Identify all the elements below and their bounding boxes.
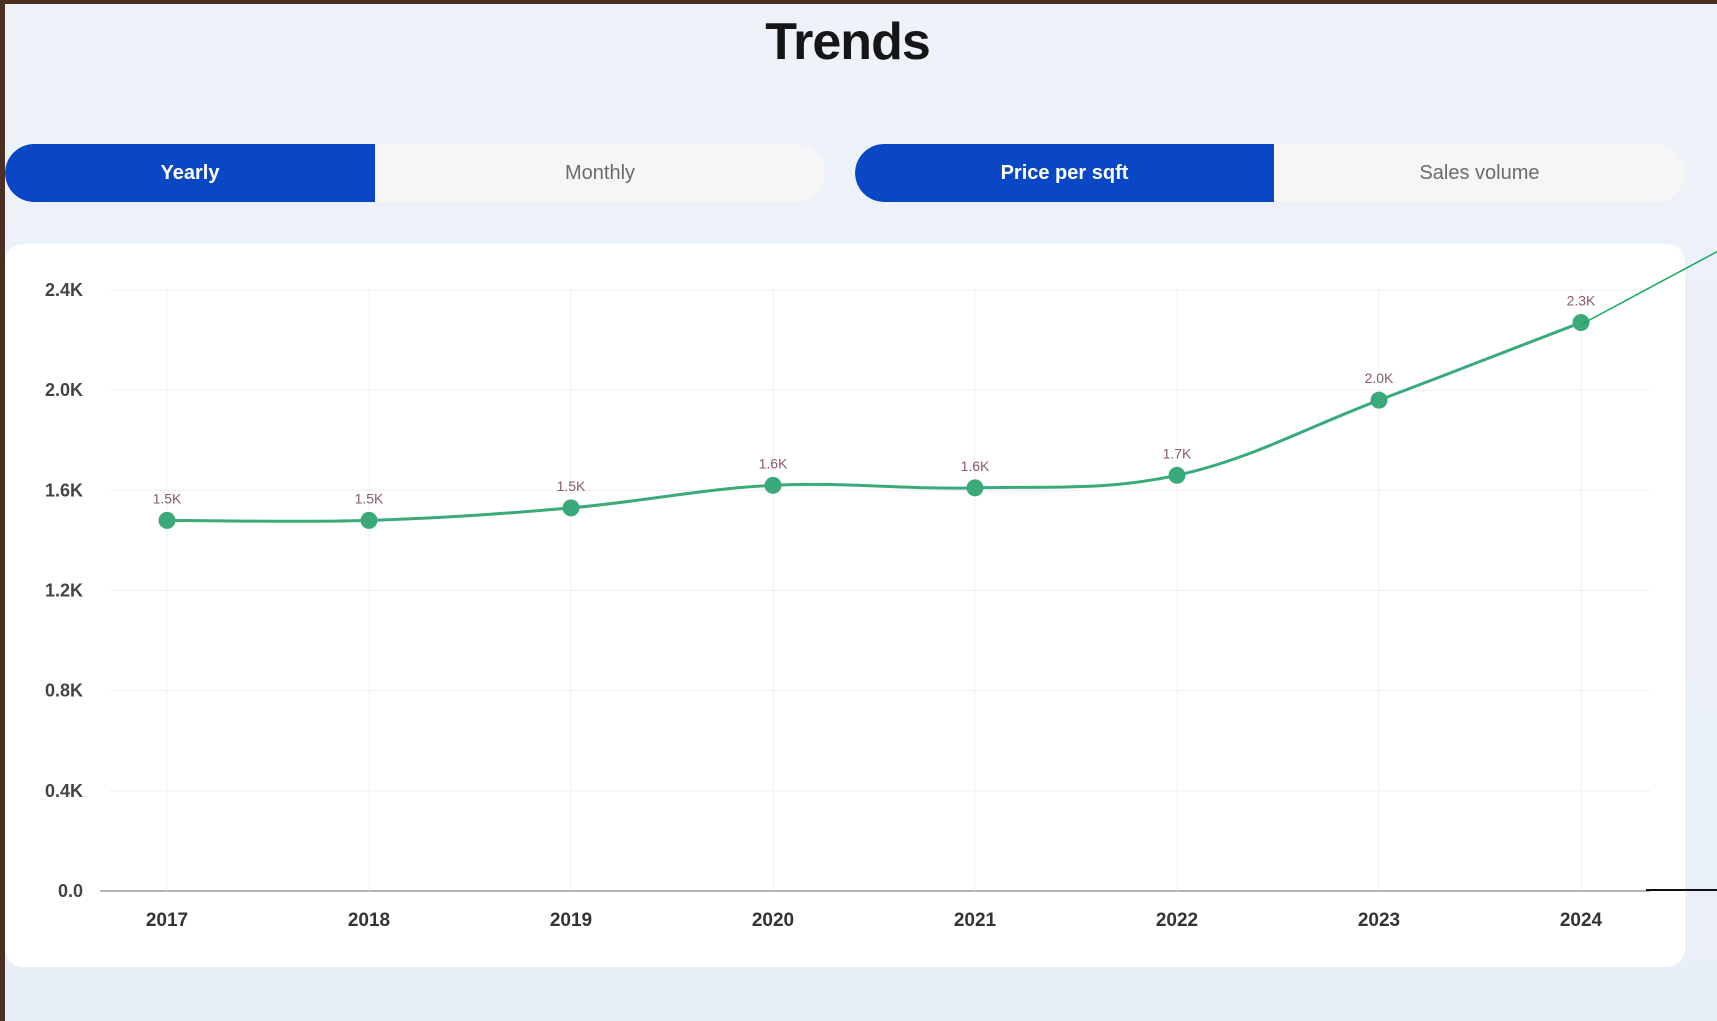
data-point: [360, 511, 378, 529]
data-point: [562, 499, 580, 517]
data-label: 1.5K: [557, 478, 586, 494]
line-chart: 0.0 0.4K 0.8K 1.2K 1.6K 2.0K 2.4K 2017 2018 2019 2…: [45, 280, 1650, 931]
monthly-tab[interactable]: Monthly: [564, 161, 636, 184]
y-tick-label: 2.0K: [45, 380, 83, 400]
chart-card: 0.0 0.4K 0.8K 1.2K 1.6K 2.0K 2.4K 2017 2018 2019 2…: [5, 244, 1685, 967]
page-title: Trends: [765, 13, 931, 71]
yearly-tab[interactable]: Yearly: [5, 144, 375, 202]
data-label: 1.5K: [153, 490, 182, 506]
y-tick-label: 1.6K: [45, 480, 83, 500]
data-point: [764, 476, 782, 494]
data-label: 1.6K: [961, 458, 990, 474]
x-tick-label: 2020: [752, 910, 794, 931]
data-label: 2.0K: [1365, 370, 1394, 386]
trends-panel: Trends Yearly Monthly Price per sqft Sal…: [5, 4, 1717, 1021]
data-point: [966, 479, 984, 497]
data-point: [1168, 466, 1186, 484]
y-tick-label: 0.8K: [45, 681, 83, 701]
x-tick-label: 2017: [146, 910, 188, 931]
x-tick-label: 2018: [348, 910, 390, 931]
data-label: 2.3K: [1567, 293, 1596, 309]
y-tick-label: 0.4K: [45, 781, 83, 801]
data-point: [1572, 314, 1590, 332]
data-point: [1370, 391, 1388, 409]
period-toggle: Yearly Monthly: [5, 144, 825, 202]
x-tick-label: 2023: [1358, 910, 1400, 931]
data-label: 1.7K: [1163, 445, 1192, 461]
data-label: 1.6K: [759, 455, 788, 471]
y-tick-label: 0.0: [58, 881, 83, 901]
x-tick-label: 2024: [1560, 910, 1603, 931]
price-per-sqft-tab[interactable]: Price per sqft: [855, 144, 1274, 202]
series-line: [166, 321, 1582, 523]
y-tick-label: 1.2K: [45, 581, 83, 601]
x-tick-label: 2021: [954, 910, 997, 931]
x-tick-label: 2022: [1156, 910, 1198, 931]
data-point: [158, 511, 176, 529]
y-tick-label: 2.4K: [45, 280, 83, 300]
x-tick-label: 2019: [550, 910, 592, 931]
metric-toggle: Price per sqft Sales volume: [855, 144, 1685, 202]
data-label: 1.5K: [355, 490, 384, 506]
sales-volume-tab[interactable]: Sales volume: [1419, 161, 1540, 184]
